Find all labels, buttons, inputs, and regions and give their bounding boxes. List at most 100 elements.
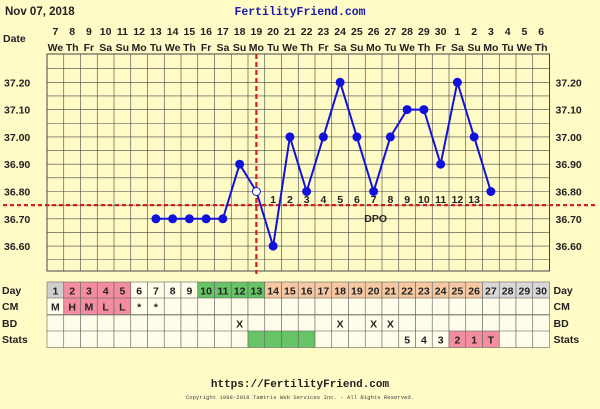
temperature-point	[469, 132, 479, 142]
stats-row-label-right: Stats	[554, 334, 580, 346]
bd-row-cell	[247, 314, 266, 332]
temperature-point	[436, 159, 446, 169]
cm-row-cell	[532, 297, 550, 315]
y-tick-right: 37.10	[556, 105, 582, 117]
bd-row-cell	[281, 314, 299, 332]
weekday-label: Fr	[84, 42, 95, 54]
day-row-value: 8	[170, 286, 176, 298]
dpo-number: 6	[354, 194, 360, 206]
temperature-point	[235, 159, 245, 169]
cm-row-cell	[381, 297, 400, 315]
date-label: 10	[100, 26, 112, 38]
weekday-label: Tu	[384, 42, 396, 54]
cm-row-cell	[482, 297, 500, 315]
stats-row-cell	[281, 330, 299, 348]
day-row-value: 23	[418, 286, 430, 298]
weekday-label: We	[165, 42, 181, 54]
cm-row-cell	[163, 297, 182, 315]
y-tick-left: 37.20	[4, 77, 30, 89]
weekday-label: Th	[417, 42, 430, 54]
stats-row-value: 4	[421, 335, 427, 347]
stats-row-cell	[247, 330, 266, 348]
day-row-value: 24	[435, 286, 447, 298]
stats-row-value: 1	[471, 335, 477, 347]
stats-row-cell	[147, 330, 165, 348]
weekday-label: We	[282, 42, 298, 54]
date-label: 24	[334, 26, 346, 38]
temperature-point	[168, 214, 178, 224]
cm-row-cell	[415, 297, 433, 315]
cm-row-value: L	[102, 302, 109, 314]
cm-row-label-right: CM	[554, 301, 571, 313]
stats-row-cell	[498, 330, 517, 348]
weekday-label: Fr	[318, 42, 329, 54]
day-row-value: 28	[502, 286, 514, 298]
date-label: 4	[505, 26, 511, 38]
stats-row-cell	[230, 330, 249, 348]
date-label: 15	[184, 26, 196, 38]
weekday-label: Su	[116, 42, 129, 54]
stats-row-cell	[348, 330, 366, 348]
stats-row-cell	[532, 330, 550, 348]
weekday-label: Sa	[99, 42, 112, 54]
stats-row-cell	[515, 330, 534, 348]
bd-row-value: X	[236, 319, 243, 331]
day-row-value: 25	[452, 286, 464, 298]
bd-row-cell	[448, 314, 467, 332]
temperature-point	[369, 187, 379, 196]
date-label: 25	[351, 26, 363, 38]
dpo-number: 12	[452, 194, 464, 206]
day-row-value: 9	[186, 286, 192, 298]
date-label: 7	[52, 26, 58, 38]
stats-row-cell	[264, 330, 282, 348]
bd-row-cell	[96, 314, 115, 332]
temperature-point	[486, 187, 496, 196]
bd-row-cell	[348, 314, 366, 332]
date-label: 17	[217, 26, 229, 38]
weekday-label: Fr	[435, 42, 446, 54]
bd-row-cell	[482, 314, 500, 332]
weekday-label: Fr	[201, 42, 212, 54]
dpo-number: 11	[435, 194, 446, 206]
stats-row-value: 2	[454, 335, 460, 347]
y-tick-left: 36.80	[4, 187, 30, 199]
bd-row-value: X	[337, 319, 344, 331]
y-tick-left: 36.90	[4, 159, 30, 171]
temperature-point	[184, 214, 194, 224]
footer-url[interactable]: https://FertilityFriend.com	[211, 379, 390, 391]
day-row-value: 5	[119, 286, 125, 298]
temperature-point	[268, 241, 278, 251]
cm-row-cell	[331, 297, 349, 315]
cm-row-cell	[398, 297, 416, 315]
dpo-number: 7	[371, 194, 377, 206]
site-title: FertilityFriend.com	[234, 6, 365, 19]
cm-row-cell	[247, 297, 266, 315]
day-row-label-right: Day	[554, 285, 573, 297]
temperature-point	[318, 132, 328, 142]
date-label: 22	[301, 26, 313, 38]
bd-row-value: X	[387, 319, 394, 331]
temperature-point	[385, 132, 395, 142]
temperature-point	[218, 214, 228, 224]
stats-row-value: 3	[438, 335, 444, 347]
date-label: 11	[117, 26, 128, 38]
cm-row-cell	[364, 297, 383, 315]
weekday-label: Th	[300, 42, 313, 54]
dpo-number: 9	[404, 194, 410, 206]
temperature-point	[352, 132, 362, 142]
date-label: 5	[521, 26, 527, 38]
weekday-label: Sa	[451, 42, 464, 54]
date-label: 8	[69, 26, 75, 38]
temperature-point	[151, 214, 161, 224]
bd-row-cell	[63, 314, 81, 332]
stats-row-cell	[113, 330, 132, 348]
bd-row-label: BD	[2, 318, 18, 330]
day-row-value: 2	[69, 286, 75, 298]
weekday-label: Tu	[267, 42, 279, 54]
bd-row-label-right: BD	[554, 318, 570, 330]
weekday-label: Th	[183, 42, 196, 54]
cm-row-cell	[297, 297, 316, 315]
chart-date: Nov 07, 2018	[5, 6, 75, 18]
date-label: 12	[133, 26, 145, 38]
y-tick-right: 36.80	[556, 187, 582, 199]
